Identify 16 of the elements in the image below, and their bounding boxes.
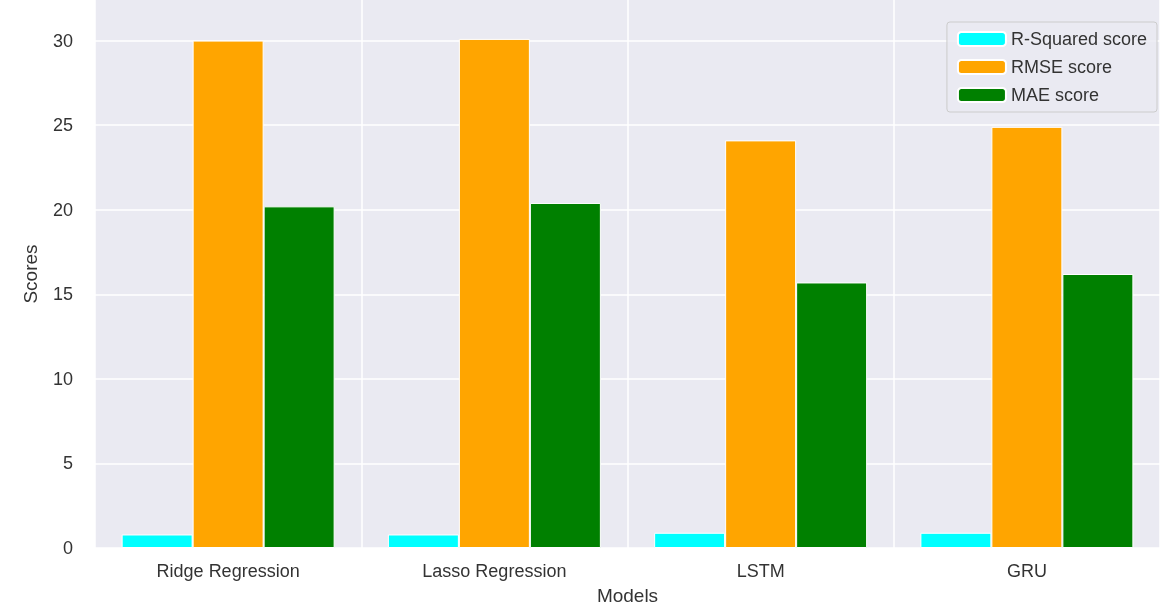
- y-tick-label: 25: [52, 115, 73, 136]
- x-tick-label: Lasso Regression: [422, 561, 567, 581]
- legend-label: RMSE score: [1010, 57, 1112, 77]
- y-axis-title: Scores: [20, 244, 41, 304]
- y-tick-label: 30: [52, 30, 73, 51]
- x-tick-label: GRU: [1006, 561, 1047, 581]
- y-tick-label: 0: [62, 538, 73, 558]
- legend-label: R-Squared score: [1010, 29, 1148, 49]
- x-axis-title: Models: [596, 585, 659, 606]
- legend-label: MAE score: [1010, 85, 1099, 105]
- y-tick-label: 20: [52, 199, 73, 220]
- x-tick-label: Ridge Regression: [156, 561, 300, 581]
- y-tick-label: 15: [52, 284, 73, 305]
- x-tick-label: LSTM: [736, 561, 785, 581]
- y-tick-label: 5: [62, 453, 73, 474]
- y-tick-label: 10: [52, 368, 73, 389]
